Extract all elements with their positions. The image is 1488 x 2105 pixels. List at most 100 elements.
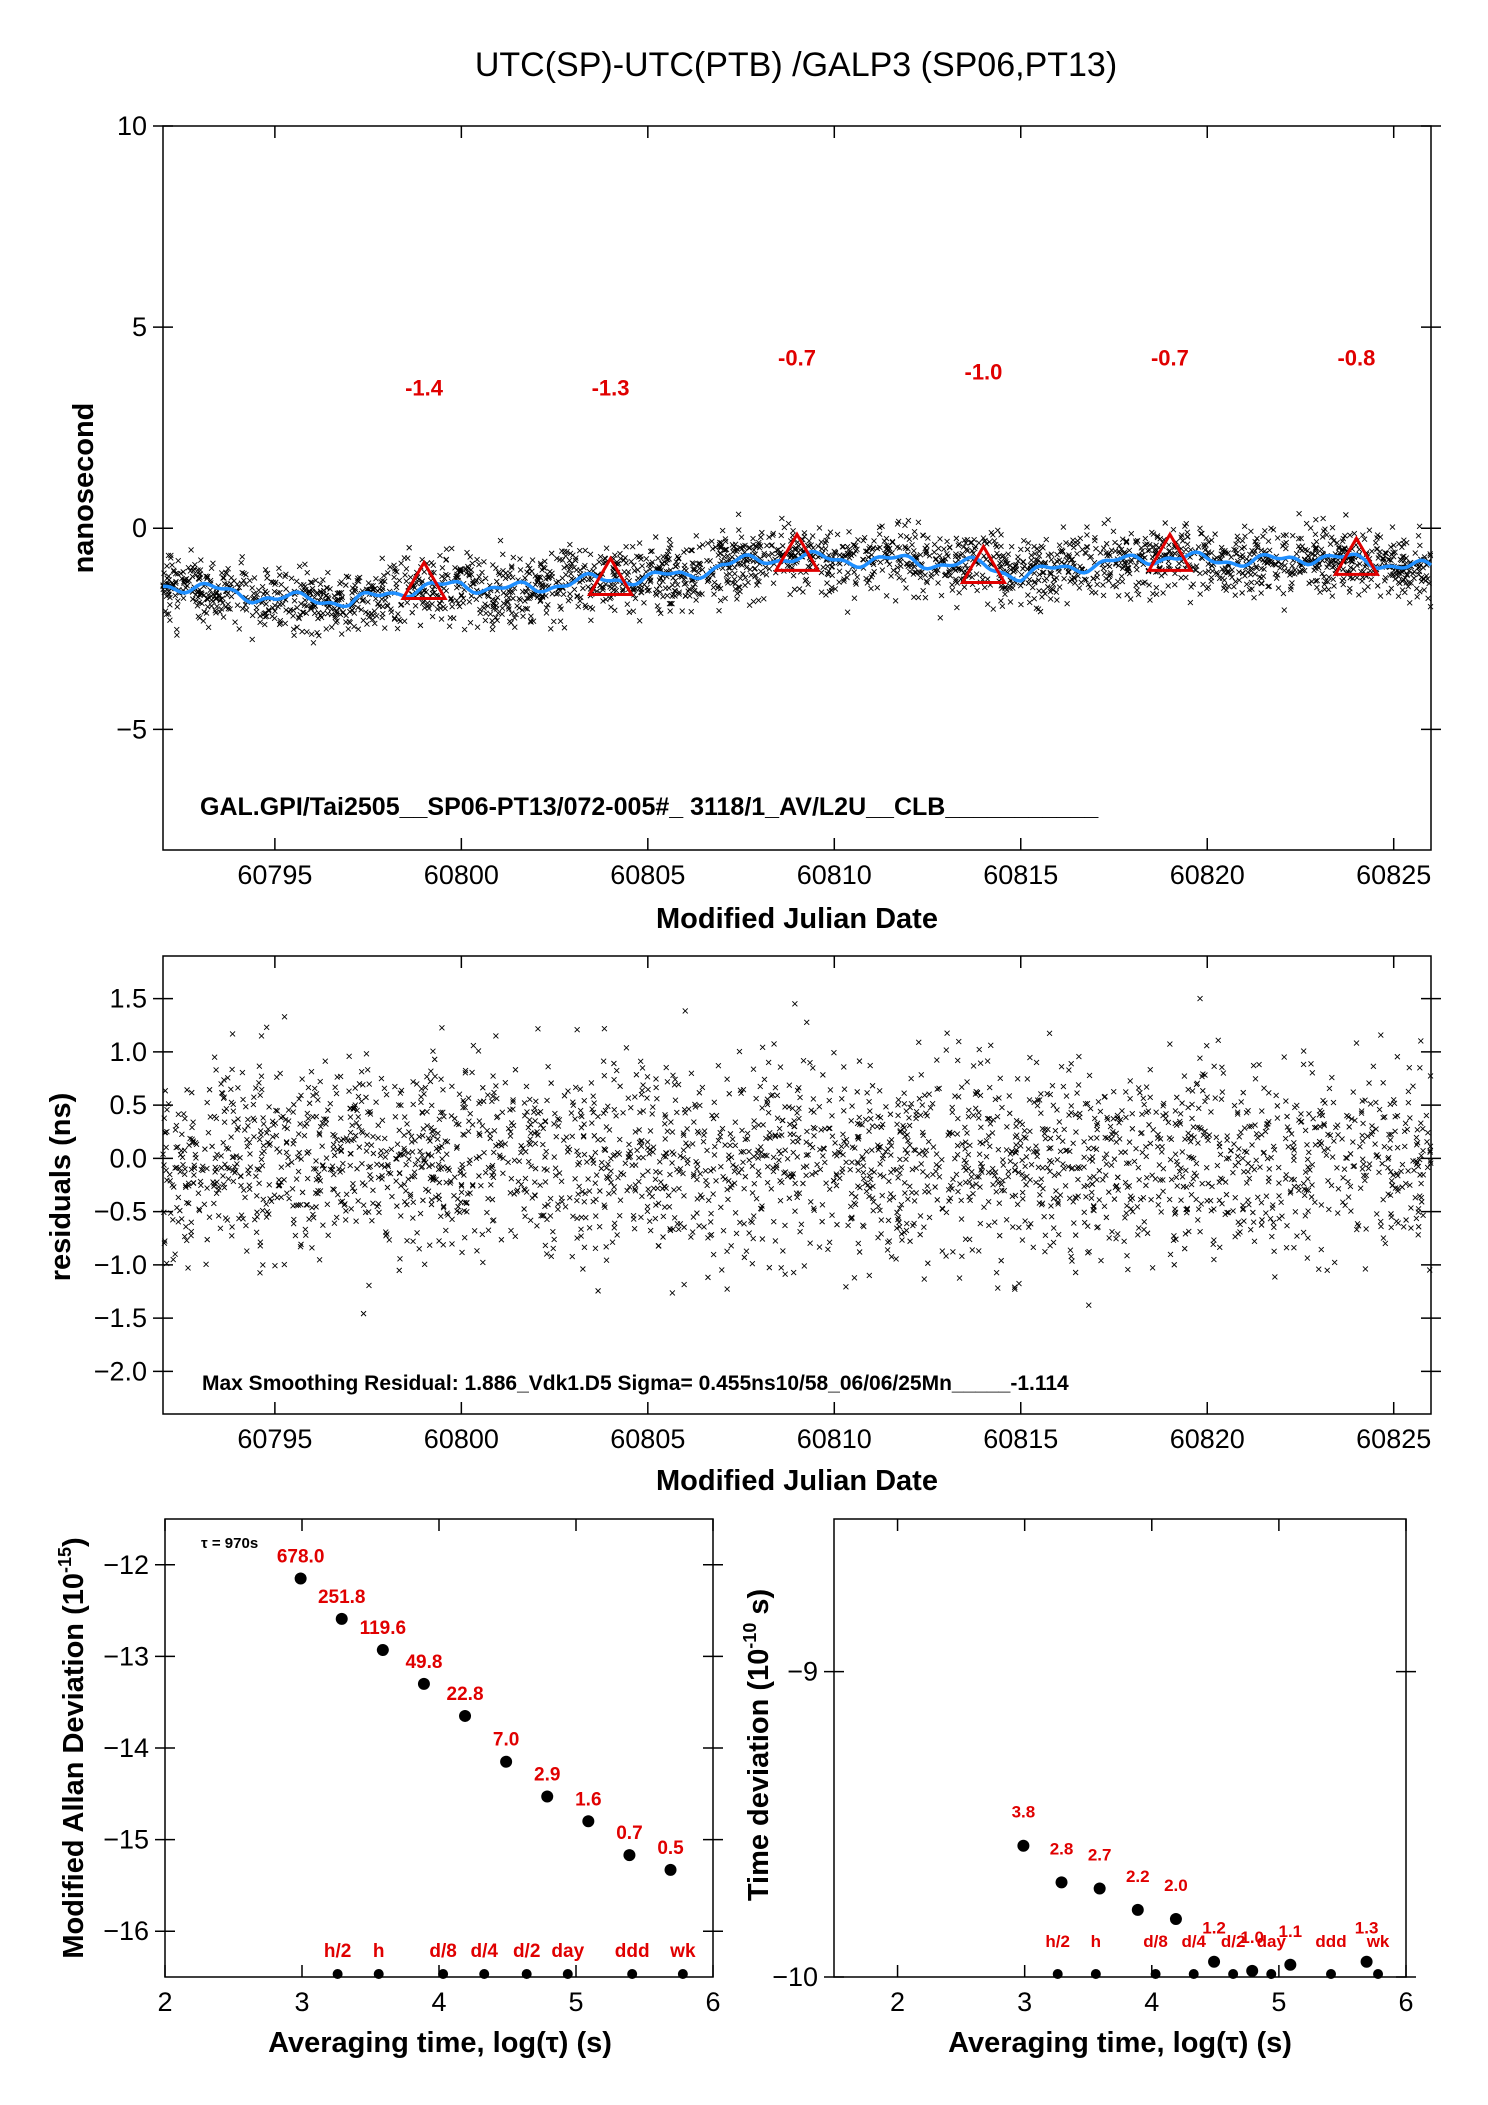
residual-point (581, 1097, 588, 1104)
x-tick-label: 60805 (610, 860, 685, 890)
residual-point (650, 1144, 657, 1150)
residual-point (1372, 1141, 1378, 1147)
residual-point (874, 1123, 881, 1130)
residual-point (913, 1115, 919, 1122)
residual-point (1127, 1095, 1133, 1102)
residual-point (972, 1105, 979, 1112)
residual-point (449, 1216, 455, 1223)
residual-point (901, 1100, 908, 1107)
residual-point (786, 1195, 793, 1202)
data-point (276, 572, 283, 578)
residual-point (1318, 1202, 1325, 1208)
residual-point (330, 1171, 337, 1178)
residual-point (997, 1075, 1004, 1082)
data-point (565, 597, 572, 604)
residual-point (985, 1133, 992, 1139)
residual-point (656, 1159, 663, 1165)
residual-point (590, 1160, 597, 1167)
residual-point (1167, 1041, 1173, 1047)
data-point (1254, 535, 1260, 542)
residual-point (1373, 1126, 1379, 1132)
residual-point (430, 1048, 436, 1055)
residual-point (1206, 1132, 1213, 1138)
data-point (864, 548, 871, 555)
residual-point (465, 1095, 472, 1101)
data-point (1325, 561, 1332, 568)
residual-point (428, 1197, 435, 1203)
residual-point (1208, 1207, 1215, 1214)
residual-point (276, 1177, 282, 1183)
data-point (1395, 579, 1402, 585)
residual-point (1166, 1196, 1173, 1203)
data-point (1233, 541, 1239, 548)
data-point (269, 613, 276, 620)
residual-point (440, 1086, 446, 1093)
residual-point (315, 1097, 321, 1103)
residual-point (1073, 1129, 1079, 1135)
data-point (1188, 584, 1194, 590)
residual-point (669, 1290, 676, 1296)
residual-point (383, 1091, 390, 1098)
residual-point (1072, 1269, 1079, 1276)
residual-point (1330, 1099, 1337, 1106)
residual-point (1308, 1060, 1314, 1067)
data-point (1081, 576, 1088, 583)
data-point (1187, 599, 1194, 606)
data-point (577, 598, 583, 604)
residual-point (816, 1103, 823, 1110)
residual-point (843, 1159, 849, 1166)
data-point (1101, 570, 1108, 576)
data-point (241, 570, 247, 577)
data-point (493, 565, 499, 571)
data-point (696, 544, 703, 550)
data-point (1374, 546, 1381, 552)
residual-point (1075, 1176, 1081, 1183)
residual-point (435, 1161, 442, 1168)
residual-point (1291, 1157, 1297, 1164)
residual-point (911, 1198, 918, 1204)
residual-point (278, 1164, 285, 1171)
residual-point (540, 1125, 547, 1132)
residual-point (985, 1198, 992, 1205)
data-point (731, 570, 738, 577)
residual-point (555, 1206, 561, 1213)
residual-point (172, 1127, 179, 1133)
residual-point (1304, 1255, 1311, 1261)
data-point (1427, 603, 1434, 610)
residual-point (592, 1149, 599, 1156)
residual-point (1182, 1231, 1189, 1237)
residual-point (188, 1232, 194, 1239)
residual-point (305, 1148, 312, 1155)
residual-point (901, 1124, 908, 1131)
data-point (580, 585, 586, 592)
residual-point (676, 1185, 682, 1192)
residual-point (616, 1136, 623, 1143)
data-point (716, 607, 722, 614)
data-point (262, 588, 269, 595)
data-point (391, 615, 398, 621)
data-point (561, 564, 568, 571)
residual-point (544, 1216, 550, 1223)
residual-point (572, 1084, 579, 1091)
data-point (737, 588, 743, 595)
residual-point (1288, 1131, 1295, 1137)
data-point (665, 548, 672, 554)
residual-point (572, 1175, 578, 1182)
residual-point (1160, 1188, 1166, 1195)
residual-point (660, 1234, 666, 1240)
data-point (836, 568, 843, 574)
residual-point (246, 1182, 253, 1188)
residual-point (1424, 1138, 1430, 1145)
residual-point (257, 1128, 264, 1134)
data-point (1020, 565, 1026, 572)
residual-point (304, 1175, 311, 1182)
residual-point (334, 1074, 341, 1080)
data-point (1045, 584, 1051, 590)
data-point (607, 595, 613, 602)
data-point (510, 554, 517, 561)
residual-point (1167, 1251, 1174, 1258)
residual-point (1144, 1174, 1150, 1181)
residual-point (1171, 1261, 1178, 1268)
residual-point (476, 1118, 483, 1124)
data-point (588, 617, 594, 624)
